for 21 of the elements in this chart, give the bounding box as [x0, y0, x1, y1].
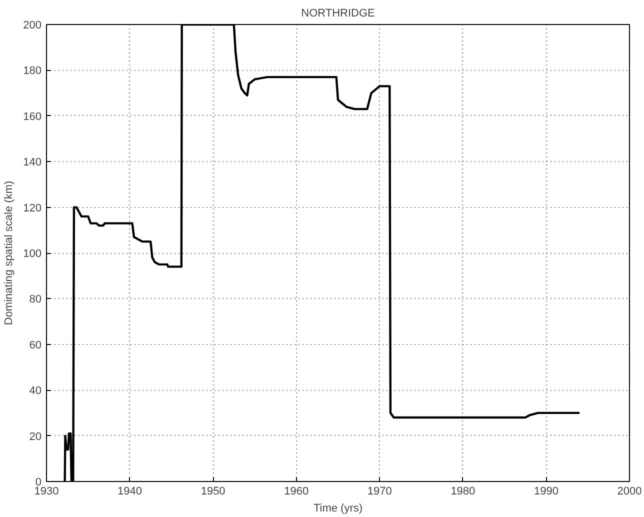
y-tick-label: 60 — [29, 339, 42, 352]
x-tick-label: 1940 — [118, 486, 142, 498]
y-axis-title: Dominating spatial scale (km) — [3, 180, 16, 326]
y-tick-label: 160 — [23, 110, 42, 123]
y-tick-label: 40 — [29, 385, 42, 398]
x-tick-label: 1970 — [367, 486, 392, 498]
x-tick-label: 2000 — [617, 486, 642, 498]
y-tick-label: 20 — [29, 430, 42, 443]
x-tick-label: 1980 — [450, 486, 476, 498]
y-tick-label: 100 — [23, 248, 42, 260]
x-tick-label: 1930 — [34, 486, 59, 498]
chart-title: NORTHRIDGE — [301, 8, 375, 20]
y-tick-label: 120 — [23, 202, 42, 214]
y-tick-label: 200 — [23, 20, 42, 32]
y-tick-label: 140 — [23, 156, 42, 169]
x-tick-label: 1950 — [200, 486, 226, 498]
x-axis-title: Time (yrs) — [313, 502, 363, 514]
x-tick-label: 1960 — [284, 486, 309, 498]
x-tick-label: 1990 — [534, 486, 558, 498]
y-tick-label: 180 — [23, 65, 42, 78]
y-tick-label: 80 — [29, 294, 42, 306]
